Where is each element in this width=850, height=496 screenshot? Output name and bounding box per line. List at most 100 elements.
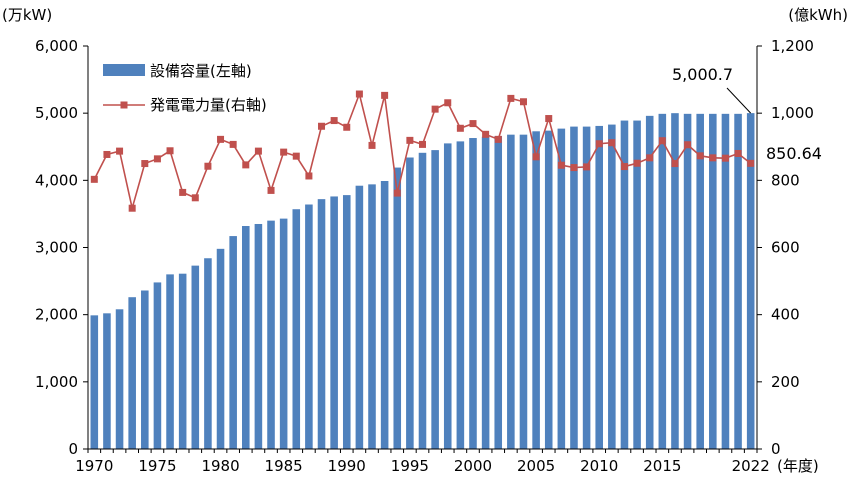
bar-1976 xyxy=(166,274,174,449)
point-1999 xyxy=(456,124,464,132)
bar-2020 xyxy=(721,113,730,449)
point-1975 xyxy=(153,155,161,163)
x-tick-label: 1970 xyxy=(75,457,113,475)
bar-2019 xyxy=(709,113,717,449)
right-tick-label: 600 xyxy=(771,239,800,257)
left-tick-label: 3,000 xyxy=(35,239,78,257)
x-tick-label: 2015 xyxy=(643,457,681,475)
bar-2008 xyxy=(570,126,578,449)
bar-2013 xyxy=(633,120,641,449)
annotations: 5,000.7 850.64 xyxy=(672,65,822,163)
point-1986 xyxy=(292,152,300,160)
bar-1997 xyxy=(431,150,439,450)
bar-1979 xyxy=(204,258,212,449)
annotation-capacity-2022: 5,000.7 xyxy=(672,65,733,84)
bar-1989 xyxy=(330,196,338,449)
point-2002 xyxy=(494,135,502,143)
right-tick-label: 0 xyxy=(771,440,781,458)
bar-2022 xyxy=(746,113,755,450)
bar-1993 xyxy=(380,181,389,449)
bar-1984 xyxy=(267,220,275,449)
bar-2012 xyxy=(620,120,629,449)
bar-2021 xyxy=(734,113,742,449)
left-tick-label: 2,000 xyxy=(35,306,78,324)
bar-2017 xyxy=(683,113,692,449)
left-tick-label: 6,000 xyxy=(35,37,78,55)
point-1990 xyxy=(343,123,351,131)
bar-2018 xyxy=(696,113,704,449)
point-2022 xyxy=(747,159,755,167)
point-2013 xyxy=(633,159,641,167)
bar-1991 xyxy=(355,185,364,449)
point-1980 xyxy=(217,135,225,143)
point-1970 xyxy=(90,175,98,183)
x-axis-unit: (年度) xyxy=(777,457,819,475)
point-2005 xyxy=(532,153,540,161)
x-tick-label: 1985 xyxy=(265,457,303,475)
point-1991 xyxy=(355,90,363,98)
point-2007 xyxy=(557,161,565,169)
bar-1977 xyxy=(178,273,187,449)
bar-2006 xyxy=(544,130,553,449)
x-tick-label: 1990 xyxy=(328,457,366,475)
point-1971 xyxy=(103,150,111,158)
x-tick-label: 2022 xyxy=(732,457,770,475)
bar-2004 xyxy=(519,134,528,449)
point-2017 xyxy=(684,141,692,149)
x-tick-label: 2005 xyxy=(517,457,555,475)
point-2018 xyxy=(696,152,704,160)
left-axis-unit: (万kW) xyxy=(2,6,52,24)
point-1995 xyxy=(406,136,414,144)
bar-2014 xyxy=(645,115,654,449)
bar-2011 xyxy=(608,124,616,449)
point-2003 xyxy=(507,94,515,102)
bar-2002 xyxy=(494,136,503,449)
point-2009 xyxy=(583,163,591,171)
point-2008 xyxy=(570,164,578,172)
point-1996 xyxy=(419,140,426,148)
bar-1971 xyxy=(103,313,111,449)
legend-bar-swatch xyxy=(103,64,145,76)
bar-1987 xyxy=(305,204,313,449)
point-2019 xyxy=(709,154,717,162)
point-1977 xyxy=(179,188,187,196)
point-2000 xyxy=(469,120,477,128)
point-1988 xyxy=(318,122,326,130)
point-1978 xyxy=(191,194,199,202)
bar-1985 xyxy=(279,218,288,449)
left-tick-label: 1,000 xyxy=(35,373,78,391)
point-1994 xyxy=(393,189,401,197)
bar-2003 xyxy=(507,134,515,449)
point-1987 xyxy=(305,172,313,180)
left-tick-label: 5,000 xyxy=(35,104,78,122)
point-1992 xyxy=(368,141,376,149)
legend: 設備容量(左軸) 発電電力量(右軸) xyxy=(103,62,267,114)
right-tick-label: 800 xyxy=(771,171,800,189)
annotation-leader-line xyxy=(726,87,752,114)
point-1998 xyxy=(444,99,452,107)
bar-1978 xyxy=(191,265,200,449)
right-tick-label: 1,200 xyxy=(771,37,814,55)
bar-1995 xyxy=(406,157,414,449)
bar-2010 xyxy=(595,125,603,450)
legend-bar-label: 設備容量(左軸) xyxy=(150,62,252,80)
annotation-generation-2022: 850.64 xyxy=(766,144,822,163)
bar-2015 xyxy=(658,113,667,449)
bar-1983 xyxy=(254,223,263,449)
x-tick-label: 1980 xyxy=(201,457,239,475)
generation-line-layer xyxy=(90,90,755,212)
point-1985 xyxy=(280,148,288,156)
bar-1970 xyxy=(90,315,99,449)
bar-1994 xyxy=(393,167,402,449)
point-2011 xyxy=(608,139,616,147)
left-tick-label: 0 xyxy=(68,440,78,458)
bar-1998 xyxy=(443,143,452,449)
right-tick-label: 400 xyxy=(771,306,800,324)
bar-1973 xyxy=(128,297,136,449)
right-axis-unit: (億kWh) xyxy=(788,6,848,24)
right-tick-label: 1,000 xyxy=(771,104,814,122)
legend-line-marker xyxy=(120,101,128,109)
point-1982 xyxy=(242,161,250,169)
